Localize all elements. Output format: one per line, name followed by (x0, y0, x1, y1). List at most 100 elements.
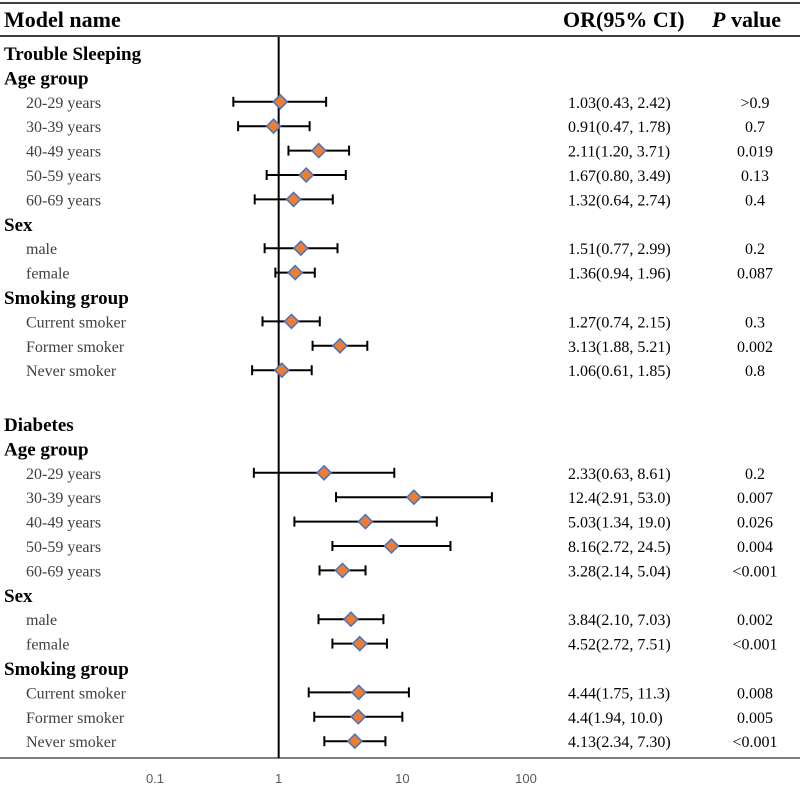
or-ci-value: 2.33(0.63, 8.61) (568, 466, 671, 483)
row-label: male (26, 612, 57, 629)
row-label: 50-59 years (26, 539, 101, 556)
p-value: <0.001 (732, 563, 777, 580)
or-point-marker (292, 240, 309, 257)
or-point-marker (316, 464, 333, 481)
or-point-marker (273, 362, 290, 379)
p-value: 0.7 (745, 119, 765, 136)
header-p-italic: P (711, 7, 726, 32)
header-p-rest: value (725, 7, 781, 32)
row-label: 60-69 years (26, 192, 101, 209)
x-tick-label: 100 (515, 771, 537, 786)
p-value: <0.001 (732, 637, 777, 654)
or-point-marker (351, 635, 368, 652)
or-ci-value: 8.16(2.72, 24.5) (568, 539, 671, 556)
p-value: 0.007 (737, 490, 773, 507)
or-point-marker (298, 166, 315, 184)
row-label: male (26, 241, 57, 258)
or-point-marker (350, 684, 367, 701)
p-value: 0.026 (737, 515, 773, 532)
or-ci-value: 12.4(2.91, 53.0) (568, 490, 671, 507)
or-point-marker (310, 142, 327, 159)
header-p-value: P value (711, 7, 781, 32)
or-point-marker (265, 118, 282, 135)
or-ci-value: 1.27(0.74, 2.15) (568, 314, 671, 331)
row-label: 40-49 years (26, 144, 101, 161)
row-label: 60-69 years (26, 563, 101, 580)
group-title: Trouble Sleeping (4, 44, 142, 65)
row-label: Current smoker (26, 314, 127, 331)
group-title: Diabetes (4, 415, 74, 436)
subgroup-title: Age group (4, 68, 89, 89)
or-point-marker (405, 489, 422, 506)
or-ci-value: 3.84(2.10, 7.03) (568, 612, 671, 629)
or-ci-value: 3.13(1.88, 5.21) (568, 339, 671, 356)
or-ci-value: 3.28(2.14, 5.04) (568, 563, 671, 580)
p-value: >0.9 (740, 95, 769, 112)
subgroup-title: Sex (4, 215, 33, 236)
p-value: 0.019 (737, 144, 773, 161)
p-value: 0.8 (745, 363, 765, 380)
row-label: 20-29 years (26, 95, 101, 112)
or-ci-value: 4.44(1.75, 11.3) (568, 685, 670, 702)
row-label: 20-29 years (26, 466, 101, 483)
p-value: 0.005 (737, 710, 773, 727)
row-label: Former smoker (26, 339, 125, 356)
x-tick-label: 0.1 (146, 771, 164, 786)
x-tick-label: 1 (275, 771, 282, 786)
header-ci: OR(95% CI) (563, 7, 685, 32)
subgroup-title: Sex (4, 586, 33, 607)
or-ci-value: 4.52(2.72, 7.51) (568, 637, 671, 654)
or-point-marker (331, 337, 349, 354)
or-point-marker (350, 708, 367, 725)
or-point-marker (383, 537, 400, 555)
row-label: Never smoker (26, 734, 117, 751)
or-point-marker (272, 93, 289, 110)
row-label: 30-39 years (26, 490, 101, 507)
row-label: Never smoker (26, 363, 117, 380)
or-ci-value: 1.51(0.77, 2.99) (568, 241, 671, 258)
or-ci-value: 1.06(0.61, 1.85) (568, 363, 671, 380)
rows-layer: Trouble Sleeping Age group 20-29 years 1.03… (4, 44, 778, 751)
or-point-marker (334, 562, 351, 579)
p-value: 0.004 (737, 539, 773, 556)
or-point-marker (346, 733, 363, 750)
row-label: Current smoker (26, 685, 127, 702)
or-ci-value: 4.13(2.34, 7.30) (568, 734, 671, 751)
or-ci-value: 2.11(1.20, 3.71) (568, 144, 670, 161)
or-point-marker (287, 264, 304, 281)
p-value: 0.2 (745, 466, 765, 483)
header-model-name: Model name (4, 7, 121, 32)
p-value: 0.13 (741, 168, 769, 185)
row-label: 40-49 years (26, 515, 101, 532)
or-ci-value: 1.03(0.43, 2.42) (568, 95, 671, 112)
row-label: female (26, 266, 70, 283)
x-axis-ticks: 0.1 1 10 100 (146, 771, 537, 786)
p-value: <0.001 (732, 734, 777, 751)
subgroup-title: Smoking group (4, 288, 129, 309)
or-ci-value: 1.36(0.94, 1.96) (568, 266, 671, 283)
or-point-marker (342, 611, 359, 628)
x-tick-label: 10 (395, 771, 409, 786)
p-value: 0.002 (737, 612, 773, 629)
row-label: 30-39 years (26, 119, 101, 136)
row-label: 50-59 years (26, 168, 101, 185)
or-ci-value: 5.03(1.34, 19.0) (568, 515, 671, 532)
p-value: 0.4 (745, 192, 765, 209)
row-label: female (26, 637, 70, 654)
p-value: 0.087 (737, 266, 773, 283)
or-ci-value: 1.32(0.64, 2.74) (568, 192, 671, 209)
or-point-marker (357, 513, 374, 530)
p-value: 0.008 (737, 685, 773, 702)
subgroup-title: Smoking group (4, 659, 129, 680)
p-value: 0.2 (745, 241, 765, 258)
subgroup-title: Age group (4, 439, 89, 460)
or-point-marker (283, 313, 300, 330)
or-point-marker (285, 191, 302, 208)
p-value: 0.002 (737, 339, 773, 356)
row-label: Former smoker (26, 710, 125, 727)
or-ci-value: 4.4(1.94, 10.0) (568, 710, 663, 727)
or-ci-value: 1.67(0.80, 3.49) (568, 168, 671, 185)
p-value: 0.3 (745, 314, 765, 331)
or-ci-value: 0.91(0.47, 1.78) (568, 119, 671, 136)
